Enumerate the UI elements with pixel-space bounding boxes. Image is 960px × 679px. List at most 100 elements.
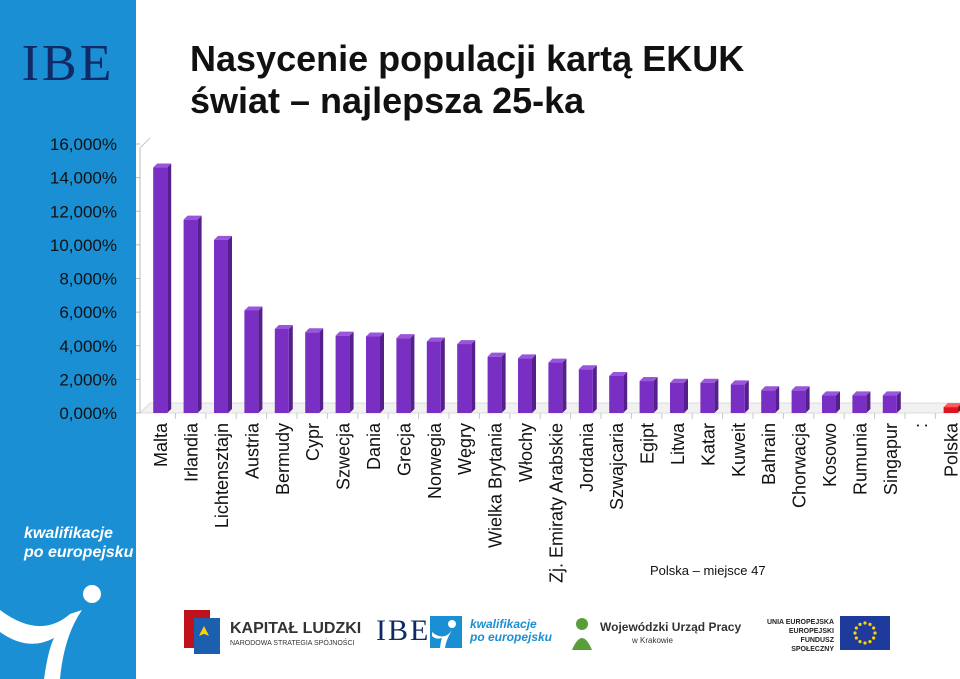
bar-side — [380, 332, 384, 413]
x-category-label: Wielka Brytania — [486, 422, 506, 548]
x-category-label: Polska — [942, 422, 960, 477]
eu-star-icon — [873, 631, 877, 635]
bar-top — [487, 352, 506, 357]
bar-side — [228, 235, 232, 413]
bar-top — [426, 337, 445, 342]
bar-side — [957, 404, 960, 413]
bar-front — [487, 356, 502, 413]
bar-side — [167, 163, 172, 413]
bar — [761, 386, 780, 413]
bar-side — [836, 391, 840, 413]
bar — [882, 391, 901, 413]
x-category-label: Włochy — [516, 423, 536, 482]
bar-top — [518, 354, 536, 359]
x-axis-labels: Malta Irlandia Lichtensztajn Austria Bermudy… — [151, 413, 960, 583]
eu-star-icon — [868, 640, 872, 644]
bar-top — [153, 163, 172, 168]
bar-top — [366, 332, 384, 337]
sidebar-tagline-line2: po europejsku — [24, 544, 134, 561]
x-category-label: Kosowo — [820, 423, 840, 487]
eu-star-icon — [872, 636, 876, 640]
eu-star-icon — [858, 622, 862, 626]
bar-front — [761, 390, 776, 413]
bars-group — [153, 163, 960, 413]
footer-ibe-logo: IBE — [376, 614, 431, 647]
bar — [670, 378, 688, 413]
bar — [396, 334, 415, 413]
bar-top — [457, 340, 476, 345]
bar-front — [791, 390, 806, 413]
sidebar-figure-icon — [0, 585, 101, 679]
ue-line1: UNIA EUROPEJSKA — [766, 619, 834, 626]
rank-note: Polska – miejsce 47 — [650, 563, 766, 578]
bar — [730, 380, 749, 413]
wup-icon — [572, 618, 592, 650]
x-category-label: Dania — [364, 422, 384, 470]
bar-side — [258, 306, 263, 413]
eu-star-icon — [872, 626, 876, 630]
bar-front — [578, 369, 593, 413]
x-category-label: Katar — [698, 423, 718, 466]
bar-side — [805, 386, 810, 413]
bar — [244, 306, 263, 413]
bar-side — [896, 391, 901, 413]
bar-front — [670, 382, 684, 413]
kapital-ludzki-subtitle: NARODOWA STRATEGIA SPÓJNOŚCI — [230, 640, 355, 647]
bar-side — [744, 380, 749, 413]
x-category-label: Egipt — [638, 423, 658, 464]
bar-front — [244, 310, 259, 413]
x-category-label: Malta — [151, 422, 171, 467]
bar — [943, 403, 960, 413]
bar — [183, 215, 202, 413]
bar-top — [700, 378, 719, 383]
bar — [335, 331, 354, 413]
y-tick-label: 8,000% — [59, 270, 117, 289]
bar-front — [153, 167, 168, 413]
bar-side — [349, 331, 354, 413]
bar — [487, 352, 506, 413]
eu-star-icon — [863, 641, 867, 645]
footer-kpe-label: kwalifikacje po europejsku — [470, 618, 552, 644]
wup-subtitle: w Krakowie — [632, 636, 673, 645]
bar-front — [518, 358, 532, 413]
title-line1: Nasycenie populacji kartą EKUK — [190, 38, 745, 79]
bar-top — [305, 328, 324, 333]
footer-kpe-line2: po europejsku — [470, 630, 553, 644]
bar — [457, 340, 476, 413]
bar-top — [822, 391, 840, 396]
bar-front — [882, 395, 897, 413]
ue-line2: EUROPEJSKI — [788, 628, 834, 635]
ibe-logo: IBE — [21, 35, 115, 92]
bar — [700, 378, 719, 413]
bar-top — [882, 391, 901, 396]
kpe-figure-icon — [430, 616, 462, 648]
x-category-label: Lichtensztajn — [212, 423, 232, 528]
bar-front — [639, 381, 654, 413]
bar-top — [761, 386, 780, 391]
bar — [305, 328, 324, 413]
bar-front — [609, 376, 624, 413]
y-tick-label: 12,000% — [50, 202, 117, 221]
bar-front — [700, 382, 715, 413]
bar — [548, 358, 567, 413]
y-tick-label: 2,000% — [59, 370, 117, 389]
bar-front — [426, 341, 441, 413]
bar-top — [244, 306, 263, 311]
bar-front — [183, 219, 198, 413]
eu-star-icon — [868, 622, 872, 626]
bar-side — [562, 358, 567, 413]
bar-front — [396, 338, 411, 413]
x-category-label: Kuweit — [729, 423, 749, 477]
x-category-label: Bahrain — [759, 423, 779, 485]
x-category-label: Austria — [242, 422, 262, 479]
bar — [822, 391, 840, 413]
bar-front — [548, 362, 563, 413]
bar-front — [274, 328, 289, 413]
bar — [426, 337, 445, 413]
x-category-label: Chorwacja — [790, 422, 810, 508]
bar-side — [592, 365, 597, 413]
bar-side — [866, 391, 871, 413]
eu-star-icon — [863, 621, 867, 625]
bar-top — [791, 386, 810, 391]
